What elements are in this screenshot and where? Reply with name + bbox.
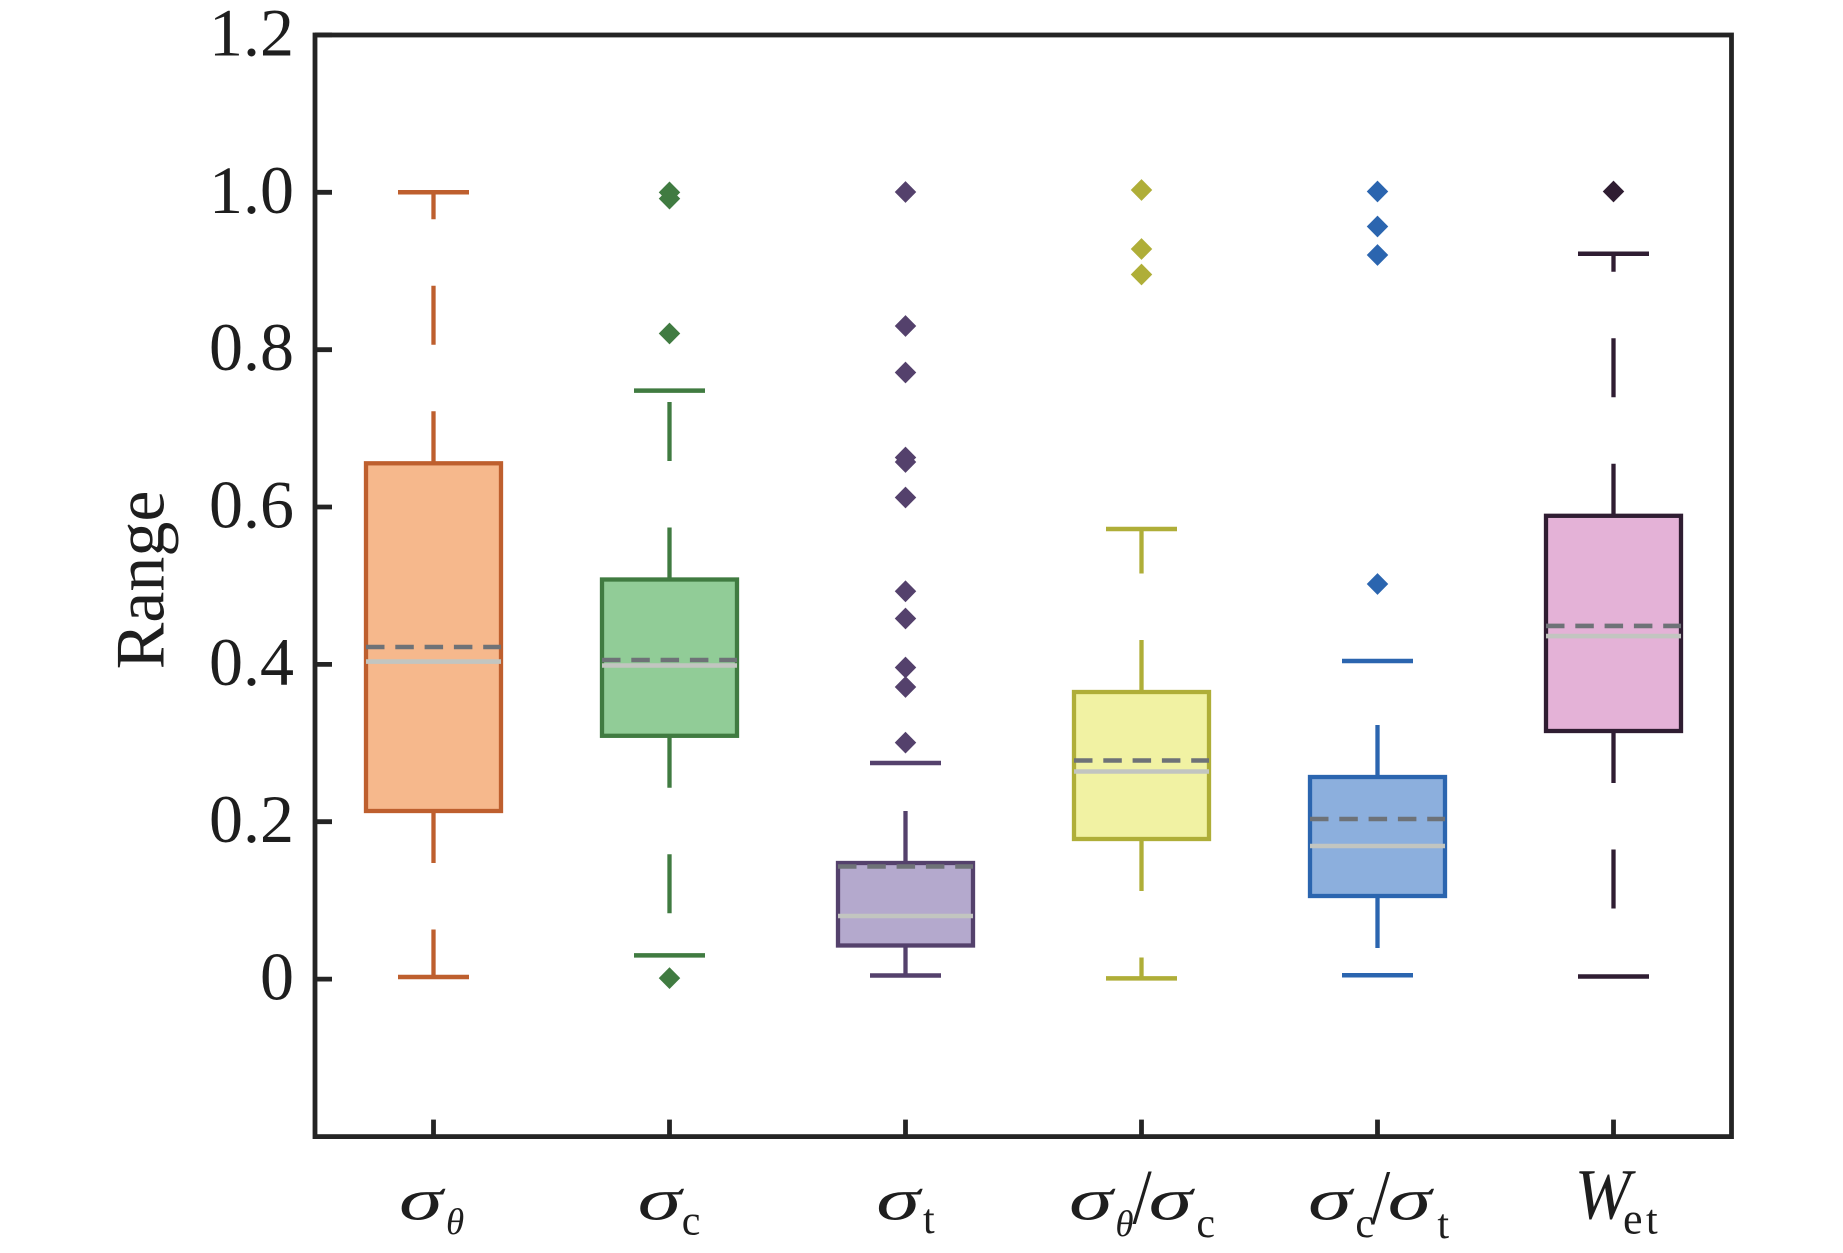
svg-text:e: e xyxy=(1623,1195,1643,1244)
svg-text:c: c xyxy=(682,1199,701,1245)
svg-text:c: c xyxy=(1355,1201,1374,1247)
svg-text:1.2: 1.2 xyxy=(209,0,294,70)
svg-text:σ: σ xyxy=(1388,1168,1435,1233)
svg-text:σ: σ xyxy=(399,1168,446,1233)
svg-text:0.6: 0.6 xyxy=(209,467,294,543)
svg-text:σ: σ xyxy=(1308,1168,1355,1233)
svg-text:Range: Range xyxy=(102,491,179,670)
svg-text:/: / xyxy=(1133,1153,1153,1240)
svg-text:0.2: 0.2 xyxy=(209,781,294,857)
svg-text:W: W xyxy=(1575,1156,1637,1236)
svg-text:0: 0 xyxy=(260,939,294,1015)
svg-text:σ: σ xyxy=(638,1168,685,1233)
svg-text:θ: θ xyxy=(1115,1204,1133,1245)
svg-text:σ: σ xyxy=(876,1168,923,1233)
svg-text:θ: θ xyxy=(446,1202,464,1243)
svg-text:1.0: 1.0 xyxy=(209,152,294,228)
svg-text:σ: σ xyxy=(1149,1168,1196,1233)
svg-text:t: t xyxy=(1437,1202,1449,1248)
svg-text:σ: σ xyxy=(1069,1168,1116,1233)
svg-text:c: c xyxy=(1196,1201,1215,1247)
svg-text:0.8: 0.8 xyxy=(209,309,294,385)
svg-text:0.4: 0.4 xyxy=(209,624,294,700)
svg-text:t: t xyxy=(923,1197,935,1243)
svg-text:t: t xyxy=(1646,1198,1658,1244)
svg-text:/: / xyxy=(1371,1154,1391,1241)
